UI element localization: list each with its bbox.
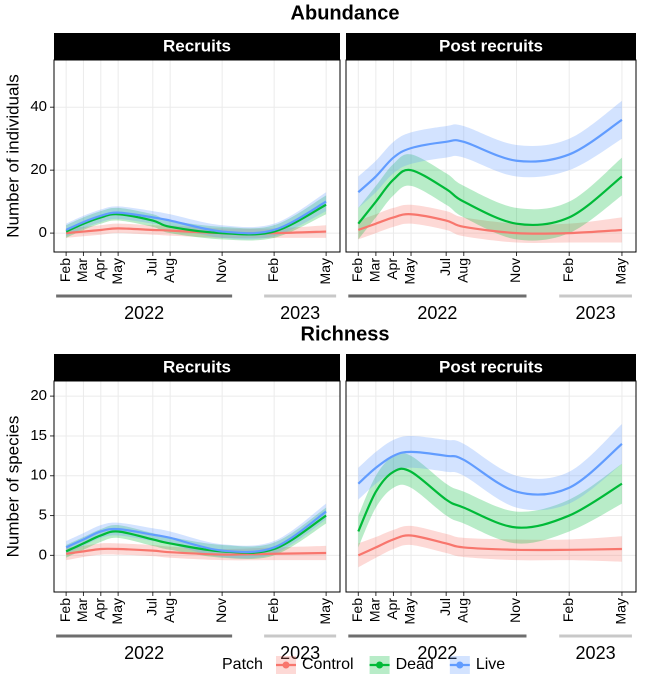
x-tick-label: Feb: [57, 598, 73, 622]
legend-key-point: [376, 661, 384, 669]
x-tick-label: May: [109, 598, 125, 624]
y-tick-label: 40: [30, 98, 47, 115]
smooth-line: [357, 213, 623, 235]
x-tick-label: May: [402, 598, 418, 624]
x-tick-label: Mar: [74, 258, 90, 282]
y-tick-label: 0: [39, 224, 47, 241]
strip: [54, 33, 340, 60]
year-label: 2023: [576, 643, 616, 663]
x-tick-label: Apr: [92, 598, 108, 620]
strip: [346, 33, 636, 60]
panel-background: [346, 381, 636, 592]
year-label: 2023: [576, 303, 616, 323]
x-tick-label: Mar: [367, 598, 383, 622]
strip-label: Recruits: [163, 36, 231, 55]
year-label: 2022: [124, 643, 164, 663]
y-axis-label: Number of species: [3, 416, 22, 558]
x-tick-label: Feb: [265, 258, 281, 282]
smooth-line: [357, 443, 623, 496]
x-tick-label: Jul: [437, 598, 453, 616]
panel-background: [54, 60, 340, 252]
smooth-line: [65, 510, 327, 554]
legend-label: Dead: [396, 656, 434, 673]
x-tick-label: Jul: [144, 598, 160, 616]
year-label: 2022: [124, 303, 164, 323]
confidence-band: [66, 507, 327, 560]
strip-label: Recruits: [163, 357, 231, 376]
smooth-line: [357, 534, 622, 557]
y-axis-label: Number of individuals: [3, 74, 22, 237]
legend-label: Control: [302, 656, 354, 673]
x-tick-label: Feb: [560, 258, 576, 282]
legend-label: Live: [476, 656, 505, 673]
x-tick-label: Nov: [507, 258, 523, 283]
x-tick-label: Nov: [507, 598, 523, 623]
x-tick-label: May: [613, 598, 629, 624]
confidence-band: [358, 452, 622, 548]
year-label: 2022: [417, 303, 457, 323]
y-tick-label: 15: [30, 427, 47, 444]
confidence-band: [358, 423, 622, 511]
strip-label: Post recruits: [439, 357, 543, 376]
x-tick-label: May: [317, 598, 333, 624]
legend-key-point: [456, 661, 464, 669]
x-tick-label: Feb: [349, 258, 365, 282]
x-tick-label: May: [109, 258, 125, 284]
x-tick-label: Feb: [560, 598, 576, 622]
smooth-line: [65, 203, 327, 236]
strip-label: Post recruits: [439, 36, 543, 55]
x-tick-label: Apr: [92, 258, 108, 280]
strip: [346, 354, 636, 381]
x-tick-label: Aug: [454, 258, 470, 283]
smooth-line: [357, 168, 623, 227]
confidence-band: [358, 100, 622, 208]
x-tick-label: Mar: [367, 258, 383, 282]
confidence-band: [66, 192, 327, 240]
x-tick-label: Jul: [144, 258, 160, 276]
x-tick-label: Nov: [213, 598, 229, 623]
x-tick-label: Mar: [74, 598, 90, 622]
legend-title: Patch: [222, 656, 263, 673]
y-tick-label: 20: [30, 161, 47, 178]
row-title: Abundance: [291, 2, 400, 24]
x-tick-label: Feb: [349, 598, 365, 622]
x-tick-label: May: [317, 258, 333, 284]
y-tick-label: 5: [39, 507, 47, 524]
x-tick-label: Apr: [384, 258, 400, 280]
strip: [54, 354, 340, 381]
x-tick-label: Feb: [265, 598, 281, 622]
x-tick-label: Aug: [161, 258, 177, 283]
y-tick-label: 20: [30, 387, 47, 404]
row-title: Richness: [301, 323, 390, 345]
smooth-line: [357, 118, 623, 194]
panel-background: [54, 381, 340, 592]
y-tick-label: 10: [30, 467, 47, 484]
confidence-band: [66, 503, 327, 559]
confidence-band: [358, 525, 622, 568]
x-tick-label: Feb: [57, 258, 73, 282]
x-tick-label: May: [613, 258, 629, 284]
x-tick-label: Jul: [437, 258, 453, 276]
x-tick-label: Apr: [384, 598, 400, 620]
year-label: 2023: [280, 303, 320, 323]
smooth-line: [357, 467, 623, 532]
x-tick-label: Aug: [454, 598, 470, 623]
x-tick-label: May: [402, 258, 418, 284]
x-tick-label: Aug: [161, 598, 177, 623]
year-label: 2023: [280, 643, 320, 663]
year-label: 2022: [417, 643, 457, 663]
smooth-line: [65, 200, 327, 235]
legend-key-point: [282, 661, 290, 669]
confidence-band: [66, 543, 327, 561]
confidence-band: [66, 195, 327, 241]
smooth-line: [65, 547, 327, 556]
x-tick-label: Nov: [213, 258, 229, 283]
y-tick-label: 0: [39, 546, 47, 563]
